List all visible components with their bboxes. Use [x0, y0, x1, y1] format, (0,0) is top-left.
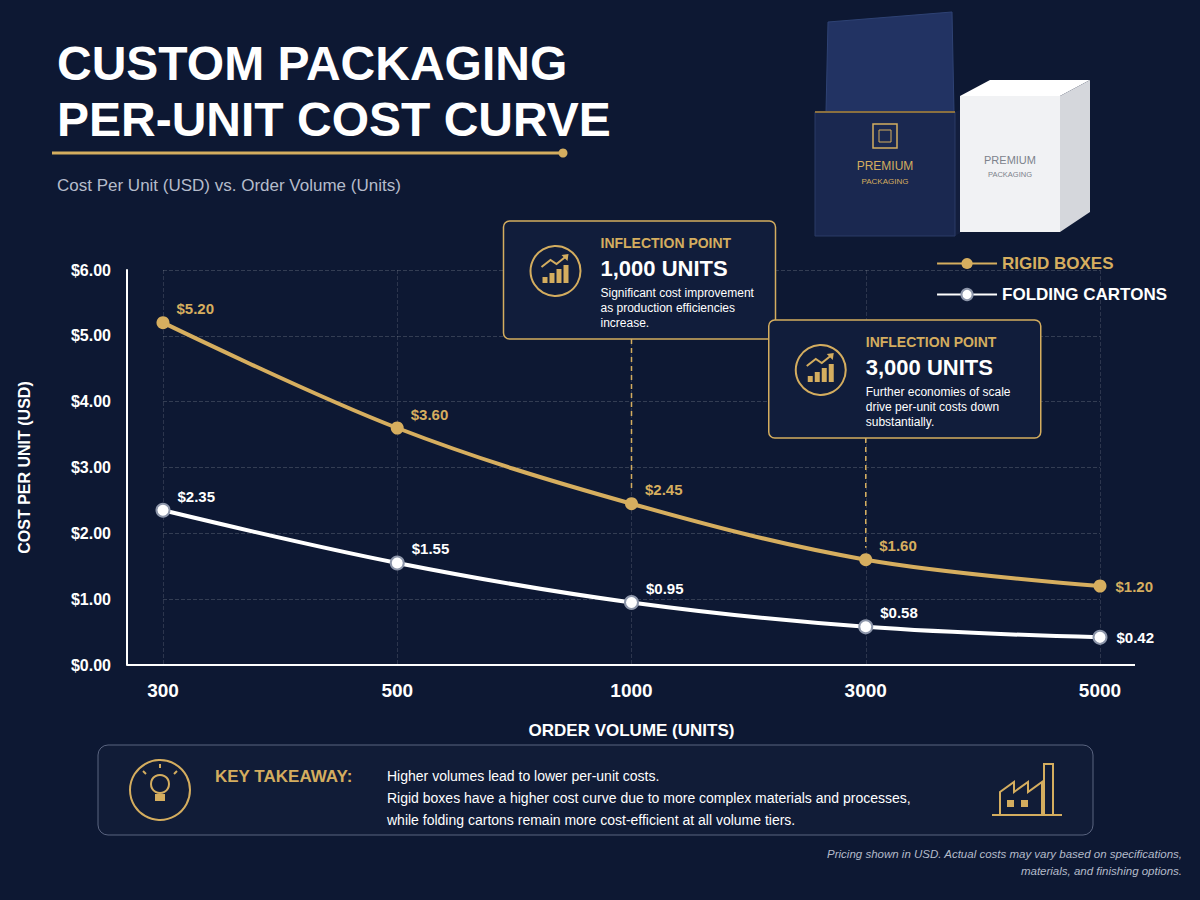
- svg-text:500: 500: [381, 680, 413, 701]
- svg-text:Significant cost improvement: Significant cost improvement: [601, 286, 755, 300]
- svg-text:drive per-unit costs down: drive per-unit costs down: [866, 400, 999, 414]
- svg-text:$1.60: $1.60: [879, 537, 917, 554]
- svg-text:$0.00: $0.00: [71, 657, 111, 674]
- svg-text:while folding cartons remain m: while folding cartons remain more cost-e…: [386, 812, 795, 828]
- svg-text:PREMIUM: PREMIUM: [984, 154, 1036, 166]
- svg-text:$0.42: $0.42: [1117, 629, 1155, 646]
- svg-text:$3.00: $3.00: [71, 459, 111, 476]
- svg-text:PACKAGING: PACKAGING: [862, 177, 909, 186]
- svg-text:$2.35: $2.35: [178, 488, 216, 505]
- svg-text:300: 300: [147, 680, 179, 701]
- svg-text:$5.00: $5.00: [71, 327, 111, 344]
- svg-text:PACKAGING: PACKAGING: [988, 170, 1032, 179]
- svg-text:Higher volumes lead to lower p: Higher volumes lead to lower per-unit co…: [387, 768, 659, 784]
- svg-text:$1.20: $1.20: [1116, 578, 1154, 595]
- svg-text:increase.: increase.: [601, 316, 650, 330]
- svg-text:$2.00: $2.00: [71, 525, 111, 542]
- svg-text:$1.00: $1.00: [71, 591, 111, 608]
- svg-text:Cost Per Unit (USD) vs. Order: Cost Per Unit (USD) vs. Order Volume (Un…: [57, 176, 401, 195]
- svg-text:1,000 UNITS: 1,000 UNITS: [601, 256, 728, 281]
- svg-text:INFLECTION POINT: INFLECTION POINT: [601, 235, 732, 251]
- svg-text:Further economies of scale: Further economies of scale: [866, 385, 1011, 399]
- svg-text:substantially.: substantially.: [866, 415, 934, 429]
- svg-text:5000: 5000: [1079, 680, 1121, 701]
- svg-text:FOLDING CARTONS: FOLDING CARTONS: [1002, 285, 1167, 304]
- svg-text:3,000 UNITS: 3,000 UNITS: [866, 355, 993, 380]
- svg-text:3000: 3000: [845, 680, 887, 701]
- svg-text:COST PER UNIT (USD): COST PER UNIT (USD): [16, 381, 33, 553]
- svg-text:materials, and finishing optio: materials, and finishing options.: [1021, 865, 1182, 877]
- svg-text:KEY TAKEAWAY:: KEY TAKEAWAY:: [215, 767, 352, 786]
- svg-text:$1.55: $1.55: [412, 540, 450, 557]
- svg-text:$3.60: $3.60: [411, 406, 449, 423]
- svg-text:1000: 1000: [610, 680, 652, 701]
- svg-text:Pricing shown in USD. Actual c: Pricing shown in USD. Actual costs may v…: [827, 848, 1182, 860]
- svg-text:Rigid boxes have a higher cost: Rigid boxes have a higher cost curve due…: [387, 790, 911, 806]
- svg-text:CUSTOM PACKAGING: CUSTOM PACKAGING: [57, 37, 567, 90]
- svg-text:PER-UNIT COST CURVE: PER-UNIT COST CURVE: [57, 93, 611, 146]
- svg-text:ORDER VOLUME (UNITS): ORDER VOLUME (UNITS): [529, 721, 735, 740]
- svg-text:INFLECTION POINT: INFLECTION POINT: [866, 334, 997, 350]
- svg-text:as production efficiencies: as production efficiencies: [601, 301, 736, 315]
- svg-text:$0.95: $0.95: [646, 580, 684, 597]
- svg-text:$0.58: $0.58: [880, 604, 918, 621]
- svg-text:$4.00: $4.00: [71, 393, 111, 410]
- svg-text:$6.00: $6.00: [71, 262, 111, 279]
- svg-text:$5.20: $5.20: [177, 300, 215, 317]
- svg-text:$2.45: $2.45: [645, 481, 683, 498]
- svg-text:PREMIUM: PREMIUM: [857, 159, 914, 173]
- svg-text:RIGID BOXES: RIGID BOXES: [1002, 254, 1113, 273]
